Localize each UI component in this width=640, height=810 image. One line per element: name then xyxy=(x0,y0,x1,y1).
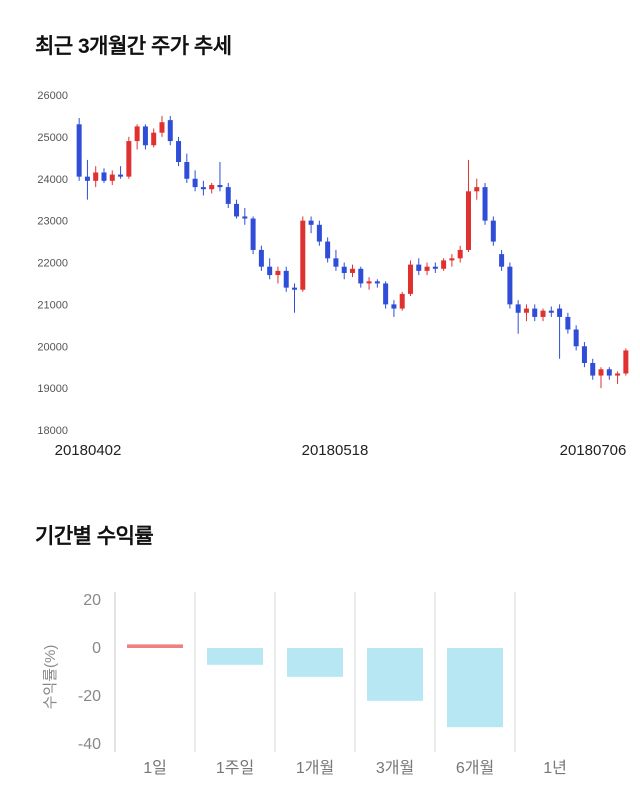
svg-text:23000: 23000 xyxy=(37,216,68,228)
svg-text:20: 20 xyxy=(83,592,101,609)
svg-text:수익률(%): 수익률(%) xyxy=(42,645,59,710)
svg-text:6개월: 6개월 xyxy=(456,759,494,777)
svg-text:20180706: 20180706 xyxy=(560,442,627,459)
svg-text:20000: 20000 xyxy=(37,341,68,353)
price-trend-section-title: 최근 3개월간 주가 추세 xyxy=(35,35,232,58)
svg-text:-40: -40 xyxy=(78,736,101,753)
candlestick-chart: 26000 25000 24000 23000 22000 21000 20000 19000… xyxy=(37,90,629,459)
svg-text:-20: -20 xyxy=(78,688,101,705)
svg-text:20180518: 20180518 xyxy=(302,442,369,459)
svg-text:19000: 19000 xyxy=(37,383,68,395)
svg-text:1년: 1년 xyxy=(543,759,567,777)
svg-text:21000: 21000 xyxy=(37,299,68,311)
svg-text:18000: 18000 xyxy=(37,425,68,437)
svg-text:22000: 22000 xyxy=(37,258,68,270)
returns-section-title: 기간별 수익률 xyxy=(35,525,154,548)
returns-bar-chart: 20 0 -20 -40 1일 1주일 1개월 3개월 6개월 1년 수익률(%) xyxy=(42,592,567,777)
svg-text:1주일: 1주일 xyxy=(216,759,254,777)
svg-text:26000: 26000 xyxy=(37,90,68,102)
svg-text:3개월: 3개월 xyxy=(376,759,414,777)
svg-text:0: 0 xyxy=(92,640,101,657)
svg-text:24000: 24000 xyxy=(37,174,68,186)
svg-text:25000: 25000 xyxy=(37,132,68,144)
svg-text:1개월: 1개월 xyxy=(296,759,334,777)
svg-text:20180402: 20180402 xyxy=(55,442,122,459)
svg-text:1일: 1일 xyxy=(143,759,167,777)
